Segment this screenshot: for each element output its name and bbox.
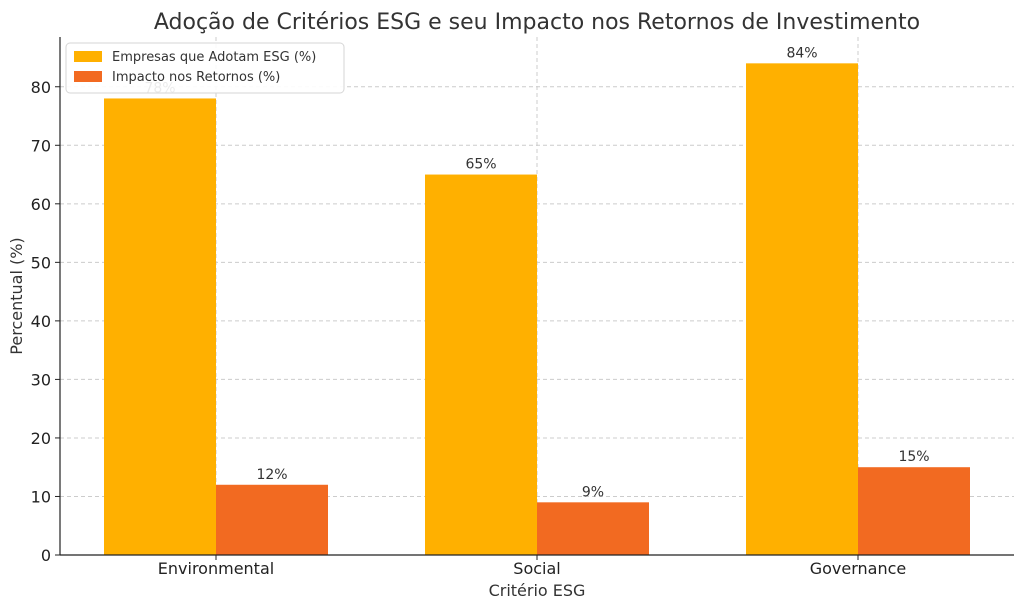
bars xyxy=(104,63,970,555)
value-label-adoption-governance: 84% xyxy=(786,45,817,61)
y-tick-label: 80 xyxy=(31,78,51,97)
y-tick-label: 20 xyxy=(31,429,51,448)
legend-box xyxy=(65,42,345,94)
legend-label-adoption: Empresas que Adotam ESG (%) xyxy=(112,50,316,65)
x-tick-label: Governance xyxy=(810,559,907,578)
y-axis-label: Percentual (%) xyxy=(7,237,26,354)
y-tick-label: 10 xyxy=(31,487,51,506)
y-tick-label: 50 xyxy=(31,253,51,272)
bar-adoption-social xyxy=(425,174,537,555)
bar-impact-governance xyxy=(858,467,970,555)
y-tick-label: 0 xyxy=(41,546,51,565)
y-ticks: 0 10 20 30 40 50 60 70 80 xyxy=(31,78,60,565)
y-tick-label: 30 xyxy=(31,370,51,389)
x-tick-label: Social xyxy=(513,559,560,578)
value-label-impact-governance: 15% xyxy=(898,449,929,465)
x-tick-label: Environmental xyxy=(158,559,274,578)
legend-swatch-adoption xyxy=(74,51,102,62)
x-ticks: Environmental Social Governance xyxy=(158,555,906,578)
bar-adoption-environmental xyxy=(104,98,216,555)
bar-impact-social xyxy=(537,502,649,555)
x-axis-label: Critério ESG xyxy=(489,581,586,600)
legend-label-impact: Impacto nos Retornos (%) xyxy=(112,70,280,85)
bar-adoption-governance xyxy=(746,63,858,555)
y-tick-label: 60 xyxy=(31,195,51,214)
value-label-adoption-social: 65% xyxy=(465,157,496,173)
y-tick-label: 70 xyxy=(31,136,51,155)
legend: Empresas que Adotam ESG (%) Impacto nos … xyxy=(65,42,345,94)
bar-impact-environmental xyxy=(216,484,328,555)
chart-title: Adoção de Critérios ESG e seu Impacto no… xyxy=(154,10,920,35)
y-tick-label: 40 xyxy=(31,312,51,331)
legend-swatch-impact xyxy=(74,71,102,82)
value-label-impact-environmental: 12% xyxy=(256,467,287,483)
value-label-impact-social: 9% xyxy=(582,484,604,500)
